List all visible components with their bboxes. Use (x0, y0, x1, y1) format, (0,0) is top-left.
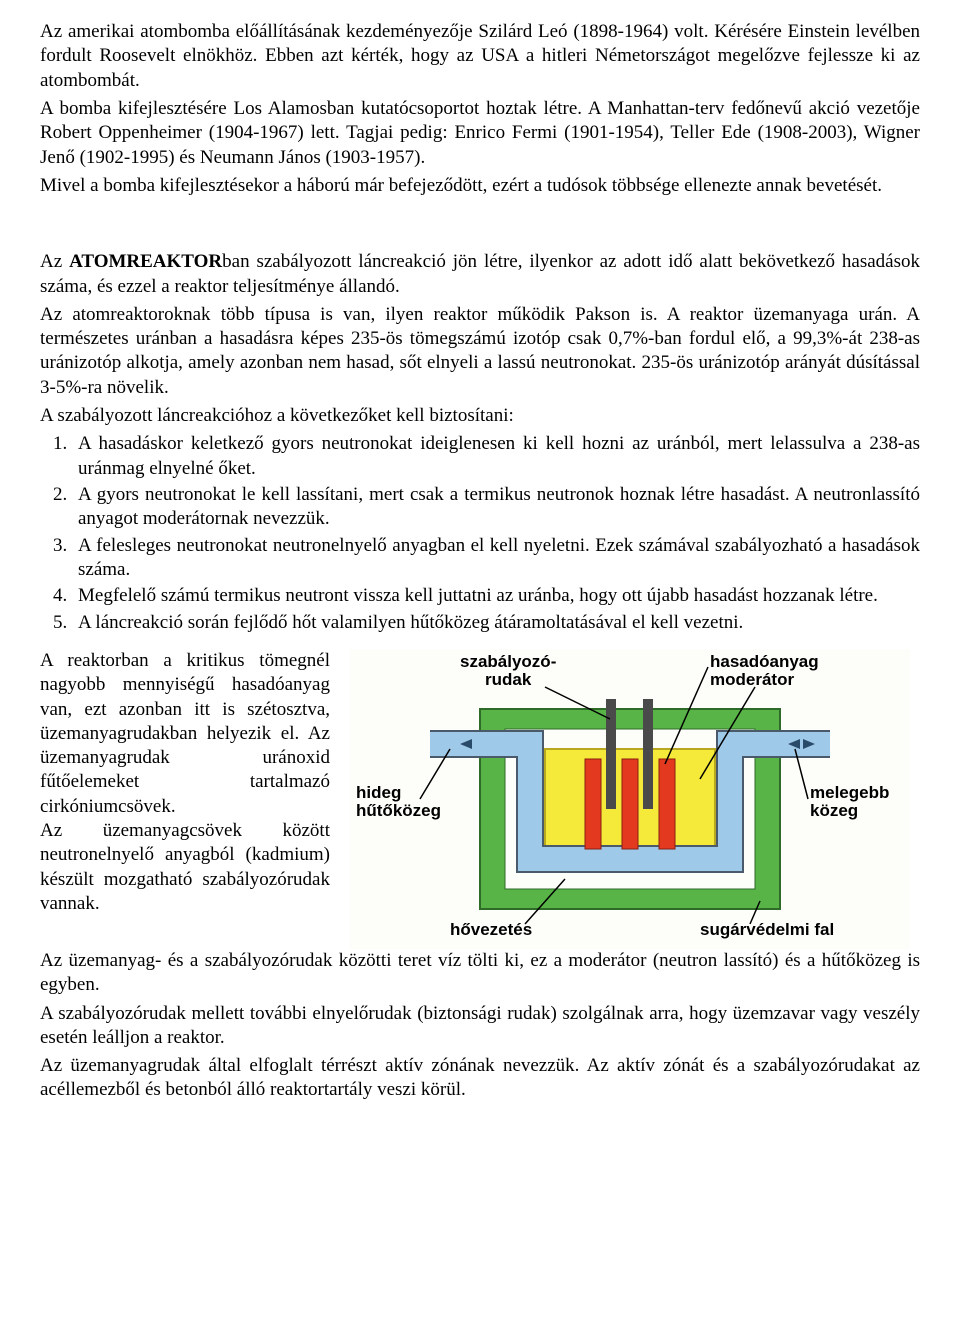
numbered-list: A hasadáskor keletkező gyors neutronokat… (72, 432, 920, 635)
list-item: A láncreakció során fejlődő hőt valamily… (72, 611, 920, 635)
paragraph-6: A szabályozott láncreakcióhoz a következ… (40, 404, 920, 428)
leftcol-para: A reaktorban a kritikus tömegnél nagyobb… (40, 649, 330, 916)
paragraph-5: Az atomreaktoroknak több típusa is van, … (40, 303, 920, 400)
para4-bold: ATOMREAKTOR (69, 251, 222, 272)
paragraph-2: A bomba kifejlesztésére Los Alamosban ku… (40, 97, 920, 170)
list-item: Megfelelő számú termikus neutront vissza… (72, 584, 920, 608)
list-item: A gyors neutronokat le kell lassítani, m… (72, 483, 920, 532)
label-warm-coolant: melegebb közeg (810, 784, 889, 820)
left-column-text: A reaktorban a kritikus tömegnél nagyobb… (40, 649, 330, 949)
label-shield-wall: sugárvédelmi fal (700, 921, 834, 939)
paragraph-1: Az amerikai atombomba előállításának kez… (40, 20, 920, 93)
paragraph-below-3: Az üzemanyagrudak által elfoglalt térrés… (40, 1054, 920, 1103)
para4-prefix: Az (40, 251, 69, 272)
list-item: A hasadáskor keletkező gyors neutronokat… (72, 432, 920, 481)
list-item: A felesleges neutronokat neutronelnyelő … (72, 534, 920, 583)
label-control-rods: szabályozó- rudak (460, 653, 556, 689)
paragraph-below-1: Az üzemanyag- és a szabályozórudak közöt… (40, 949, 920, 998)
label-heat-conduction: hővezetés (450, 921, 532, 939)
paragraph-4: Az ATOMREAKTORban szabályozott láncreakc… (40, 250, 920, 299)
reactor-diagram: szabályozó- rudak hasadóanyag moderátor … (350, 649, 910, 949)
label-cold-coolant: hideg hűtőközeg (356, 784, 441, 820)
paragraph-3: Mivel a bomba kifejlesztésekor a háború … (40, 174, 920, 198)
paragraph-below-2: A szabályozórudak mellett további elnyel… (40, 1002, 920, 1051)
label-fuel-moderator: hasadóanyag moderátor (710, 653, 819, 689)
